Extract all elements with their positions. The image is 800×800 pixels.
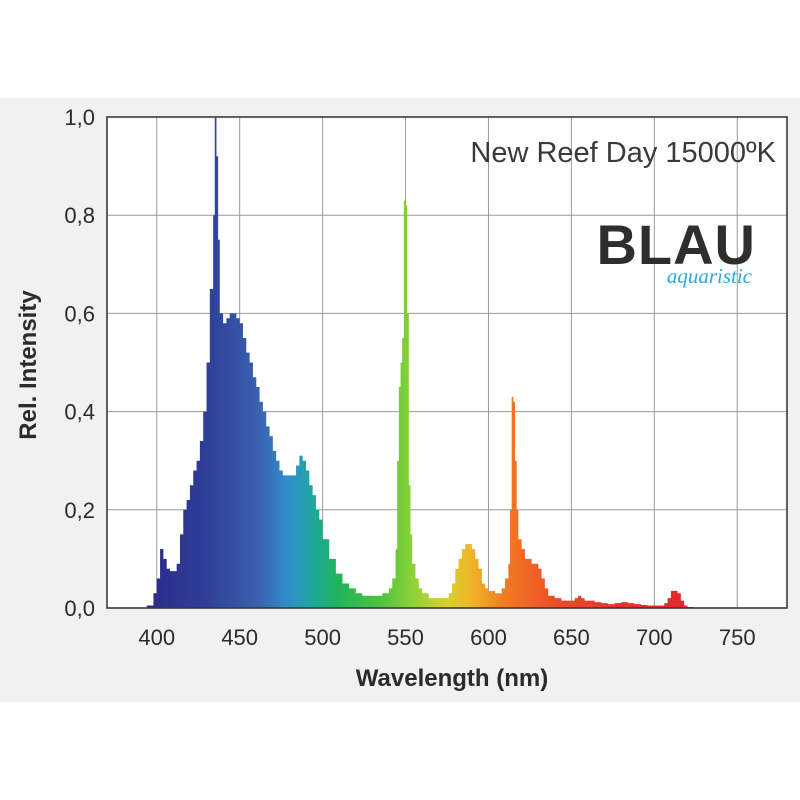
x-tick-label: 600 xyxy=(470,625,507,650)
y-tick-label: 1,0 xyxy=(64,105,95,130)
x-tick-label: 400 xyxy=(138,625,175,650)
chart-title: New Reef Day 15000ºK xyxy=(470,137,776,169)
blau-logo: BLAU aquaristic xyxy=(596,213,756,288)
y-tick-label: 0,0 xyxy=(64,596,95,621)
y-tick-label: 0,2 xyxy=(64,498,95,523)
y-tick-label: 0,6 xyxy=(64,301,95,326)
x-tick-label: 550 xyxy=(387,625,424,650)
x-tick-label: 750 xyxy=(719,625,756,650)
tick-labels: 400 450 500 550 600 650 700 750 0,0 0,2 0,4 0,6 0,8 1… xyxy=(64,105,755,650)
logo-brand: BLAU xyxy=(596,213,756,276)
logo-subtitle: aquaristic xyxy=(667,264,753,288)
plot-frame xyxy=(106,116,788,609)
y-tick-label: 0,8 xyxy=(64,203,95,228)
x-tick-label: 500 xyxy=(304,625,341,650)
y-tick-label: 0,4 xyxy=(64,400,95,425)
y-axis-title: Rel. Intensity xyxy=(15,290,42,440)
x-tick-label: 650 xyxy=(553,625,590,650)
x-tick-label: 450 xyxy=(221,625,258,650)
spectrum-area xyxy=(140,117,752,608)
grid-lines xyxy=(107,116,787,609)
x-axis-title: Wavelength (nm) xyxy=(356,665,548,692)
x-tick-label: 700 xyxy=(636,625,673,650)
